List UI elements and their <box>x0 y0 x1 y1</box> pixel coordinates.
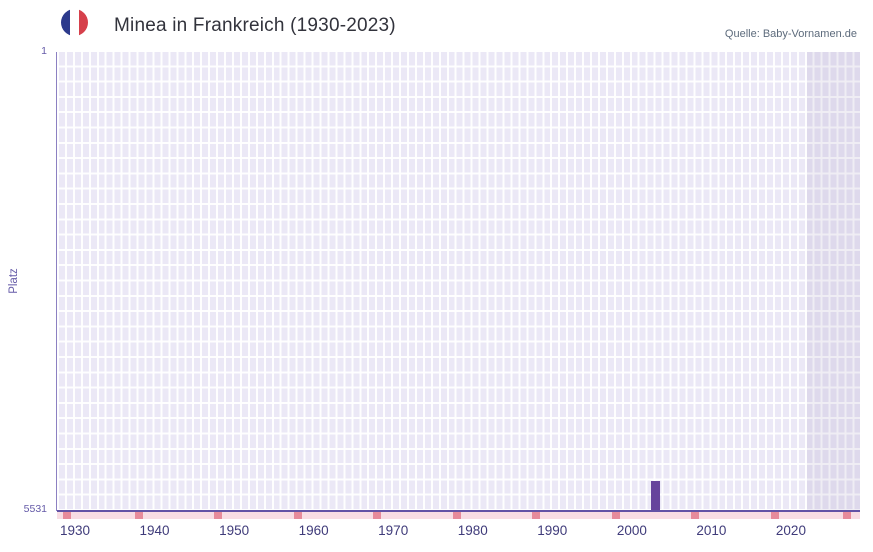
rank-bar <box>651 481 661 511</box>
decade-tick-marker <box>691 512 700 519</box>
x-tick-label: 1940 <box>139 523 170 538</box>
france-flag-icon <box>61 9 88 36</box>
y-axis-line <box>56 52 57 511</box>
source-credit: Quelle: Baby-Vornamen.de <box>724 28 857 40</box>
decade-tick-marker <box>373 512 382 519</box>
x-tick-label: 1960 <box>298 523 329 538</box>
x-tick-label: 2020 <box>775 523 806 538</box>
decade-tick-marker <box>532 512 541 519</box>
x-tick-label: 1980 <box>457 523 488 538</box>
x-tick-label: 2010 <box>696 523 727 538</box>
y-tick-bottom: 5531 <box>23 503 47 515</box>
decade-tick-marker <box>842 512 851 519</box>
decade-tick-marker <box>134 512 143 519</box>
plot-area <box>57 52 860 511</box>
y-tick-top: 1 <box>41 45 47 57</box>
x-axis-line <box>57 510 860 512</box>
x-tick-label: 1990 <box>537 523 568 538</box>
y-axis-title: Platz <box>8 268 20 294</box>
recent-years-band <box>806 52 860 511</box>
x-tick-label: 1950 <box>219 523 250 538</box>
decade-tick-marker <box>214 512 223 519</box>
decade-tick-marker <box>63 512 72 519</box>
decade-tick-marker <box>771 512 780 519</box>
x-tick-label: 1970 <box>378 523 409 538</box>
decade-tick-marker <box>293 512 302 519</box>
x-tick-label: 1930 <box>59 523 91 538</box>
chart-title: Minea in Frankreich (1930-2023) <box>114 15 396 36</box>
decade-tick-marker <box>452 512 461 519</box>
x-tick-label: 2000 <box>616 523 647 538</box>
bottom-strip <box>57 512 860 519</box>
decade-tick-marker <box>611 512 620 519</box>
